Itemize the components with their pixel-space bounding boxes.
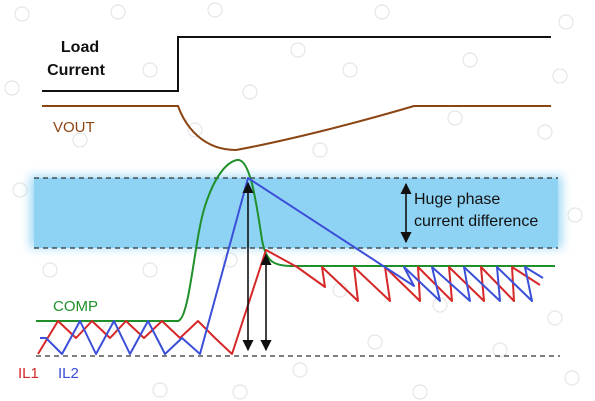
load-current-label: Load — [61, 39, 99, 56]
vout-label: VOUT — [53, 119, 95, 136]
il2-waveform — [40, 177, 544, 355]
il2-label: IL2 — [58, 365, 79, 382]
il1-label: IL1 — [18, 365, 39, 382]
il1-waveform — [37, 249, 541, 355]
comp-label: COMP — [53, 298, 98, 315]
annotation-line2: current difference — [414, 213, 538, 230]
load-current-waveform — [42, 36, 551, 92]
current-difference-arrows — [242, 181, 412, 352]
load-current-label-line2: Current — [47, 62, 105, 79]
phase-difference-band — [30, 176, 562, 249]
annotation-line1: Huge phase — [414, 191, 500, 208]
vout-waveform — [42, 105, 551, 152]
